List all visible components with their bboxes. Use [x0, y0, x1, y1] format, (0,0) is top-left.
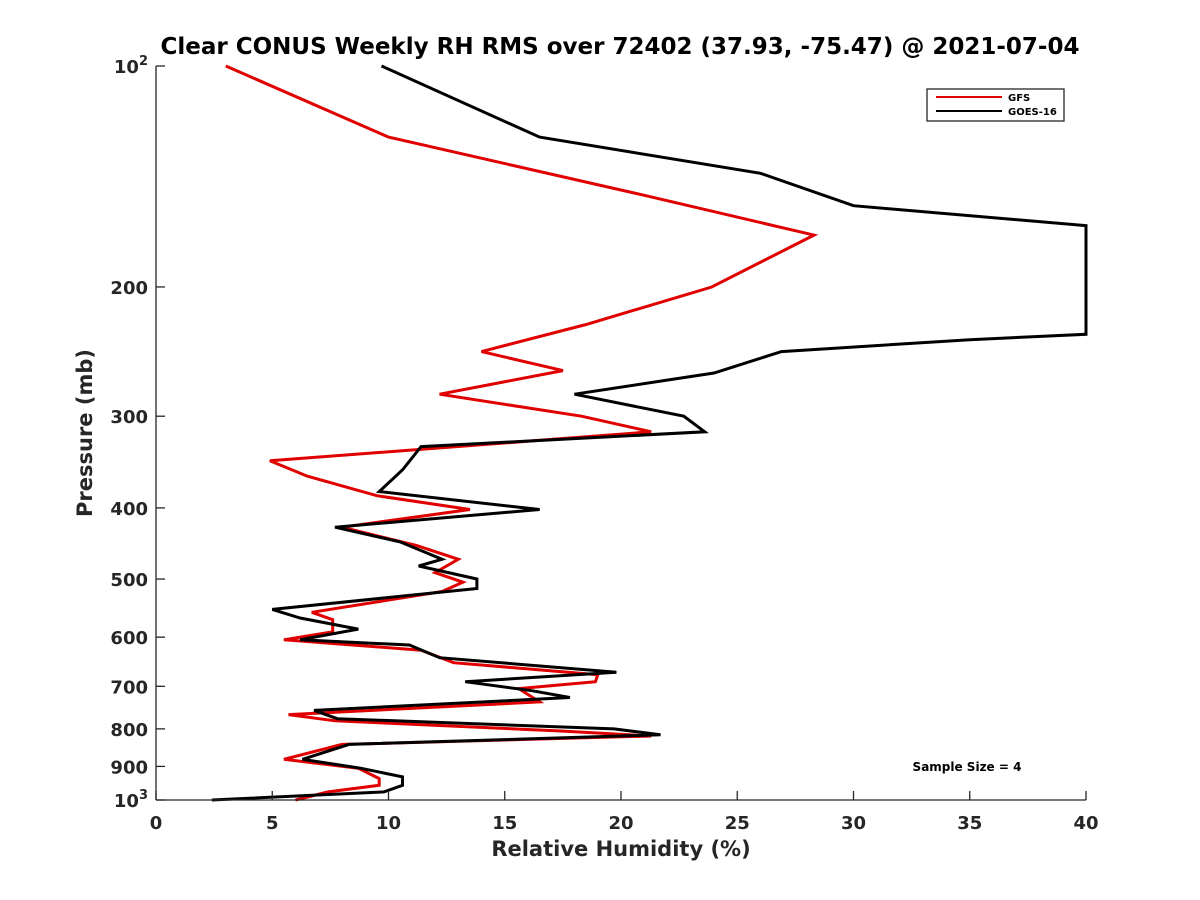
y-tick-base: 500 — [110, 570, 148, 591]
y-tick-exponent: 3 — [139, 788, 148, 803]
legend: GFS GOES-16 — [926, 88, 1065, 122]
y-tick-label: 800 — [110, 720, 148, 741]
y-tick-base: 300 — [110, 407, 148, 428]
x-tick-label: 20 — [608, 813, 633, 834]
legend-label-goes16: GOES-16 — [1008, 107, 1057, 118]
x-tick-label: 5 — [266, 813, 279, 834]
y-tick-base: 10 — [114, 57, 139, 78]
y-tick-label: 103 — [114, 788, 148, 812]
y-tick-base: 900 — [110, 757, 148, 778]
y-tick-label: 200 — [110, 278, 148, 299]
y-tick-label: 500 — [110, 570, 148, 591]
y-tick-label: 700 — [110, 677, 148, 698]
x-tick-label: 35 — [957, 813, 982, 834]
y-tick-base: 600 — [110, 628, 148, 649]
y-tick-base: 10 — [114, 791, 139, 812]
x-tick-label: 10 — [376, 813, 401, 834]
x-ticks: 0 5 10 15 20 25 30 35 40 — [150, 791, 1099, 834]
x-tick-label: 25 — [725, 813, 750, 834]
y-axis-label: Pressure (mb) — [73, 349, 97, 517]
y-tick-label: 600 — [110, 628, 148, 649]
y-tick-base: 200 — [110, 278, 148, 299]
y-tick-base: 400 — [110, 499, 148, 520]
y-tick-label: 102 — [114, 54, 148, 78]
x-tick-label: 30 — [841, 813, 866, 834]
y-tick-exponent: 2 — [139, 54, 148, 69]
legend-box — [926, 88, 1065, 122]
y-tick-base: 700 — [110, 677, 148, 698]
y-tick-label: 400 — [110, 499, 148, 520]
y-tick-base: 800 — [110, 720, 148, 741]
sample-size-annotation: Sample Size = 4 — [913, 760, 1022, 774]
x-axis-label: Relative Humidity (%) — [491, 837, 750, 861]
y-tick-label: 300 — [110, 407, 148, 428]
legend-label-gfs: GFS — [1008, 93, 1030, 104]
x-tick-label: 40 — [1073, 813, 1098, 834]
x-tick-label: 15 — [492, 813, 517, 834]
series-points-gfs — [225, 65, 815, 801]
y-tick-label: 900 — [110, 757, 148, 778]
x-tick-label: 0 — [150, 813, 163, 834]
chart-title: Clear CONUS Weekly RH RMS over 72402 (37… — [161, 34, 1080, 60]
